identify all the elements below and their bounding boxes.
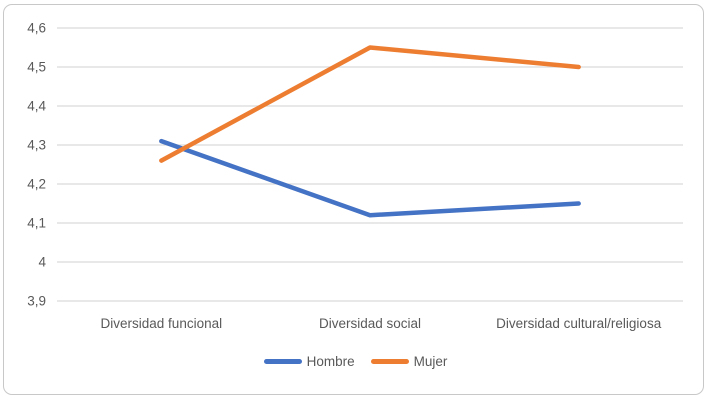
x-category-label: Diversidad social: [319, 316, 421, 331]
y-tick-label: 4,1: [27, 216, 46, 231]
y-tick-label: 4,3: [27, 138, 46, 153]
y-tick-label: 4,4: [27, 99, 46, 114]
series-line-hombre: [159, 138, 581, 218]
chart-frame: [3, 4, 704, 395]
legend-marker-hombre: [263, 359, 302, 364]
legend-label-hombre: Hombre: [306, 354, 355, 369]
legend-item-mujer: Mujer: [370, 354, 448, 369]
y-tick-label: 4,5: [27, 60, 46, 75]
y-tick-label: 3,9: [27, 294, 46, 309]
y-tick-label: 4,2: [27, 177, 46, 192]
legend-marker-mujer: [370, 359, 409, 364]
y-tick-label: 4: [38, 255, 46, 270]
x-category-label: Diversidad funcional: [101, 316, 223, 331]
x-category-label: Diversidad cultural/religiosa: [496, 316, 662, 331]
chart-legend: Hombre Mujer: [0, 354, 711, 369]
legend-label-mujer: Mujer: [413, 354, 448, 369]
series-line-mujer: [159, 45, 581, 163]
legend-item-hombre: Hombre: [263, 354, 355, 369]
y-tick-label: 4,6: [27, 21, 46, 36]
